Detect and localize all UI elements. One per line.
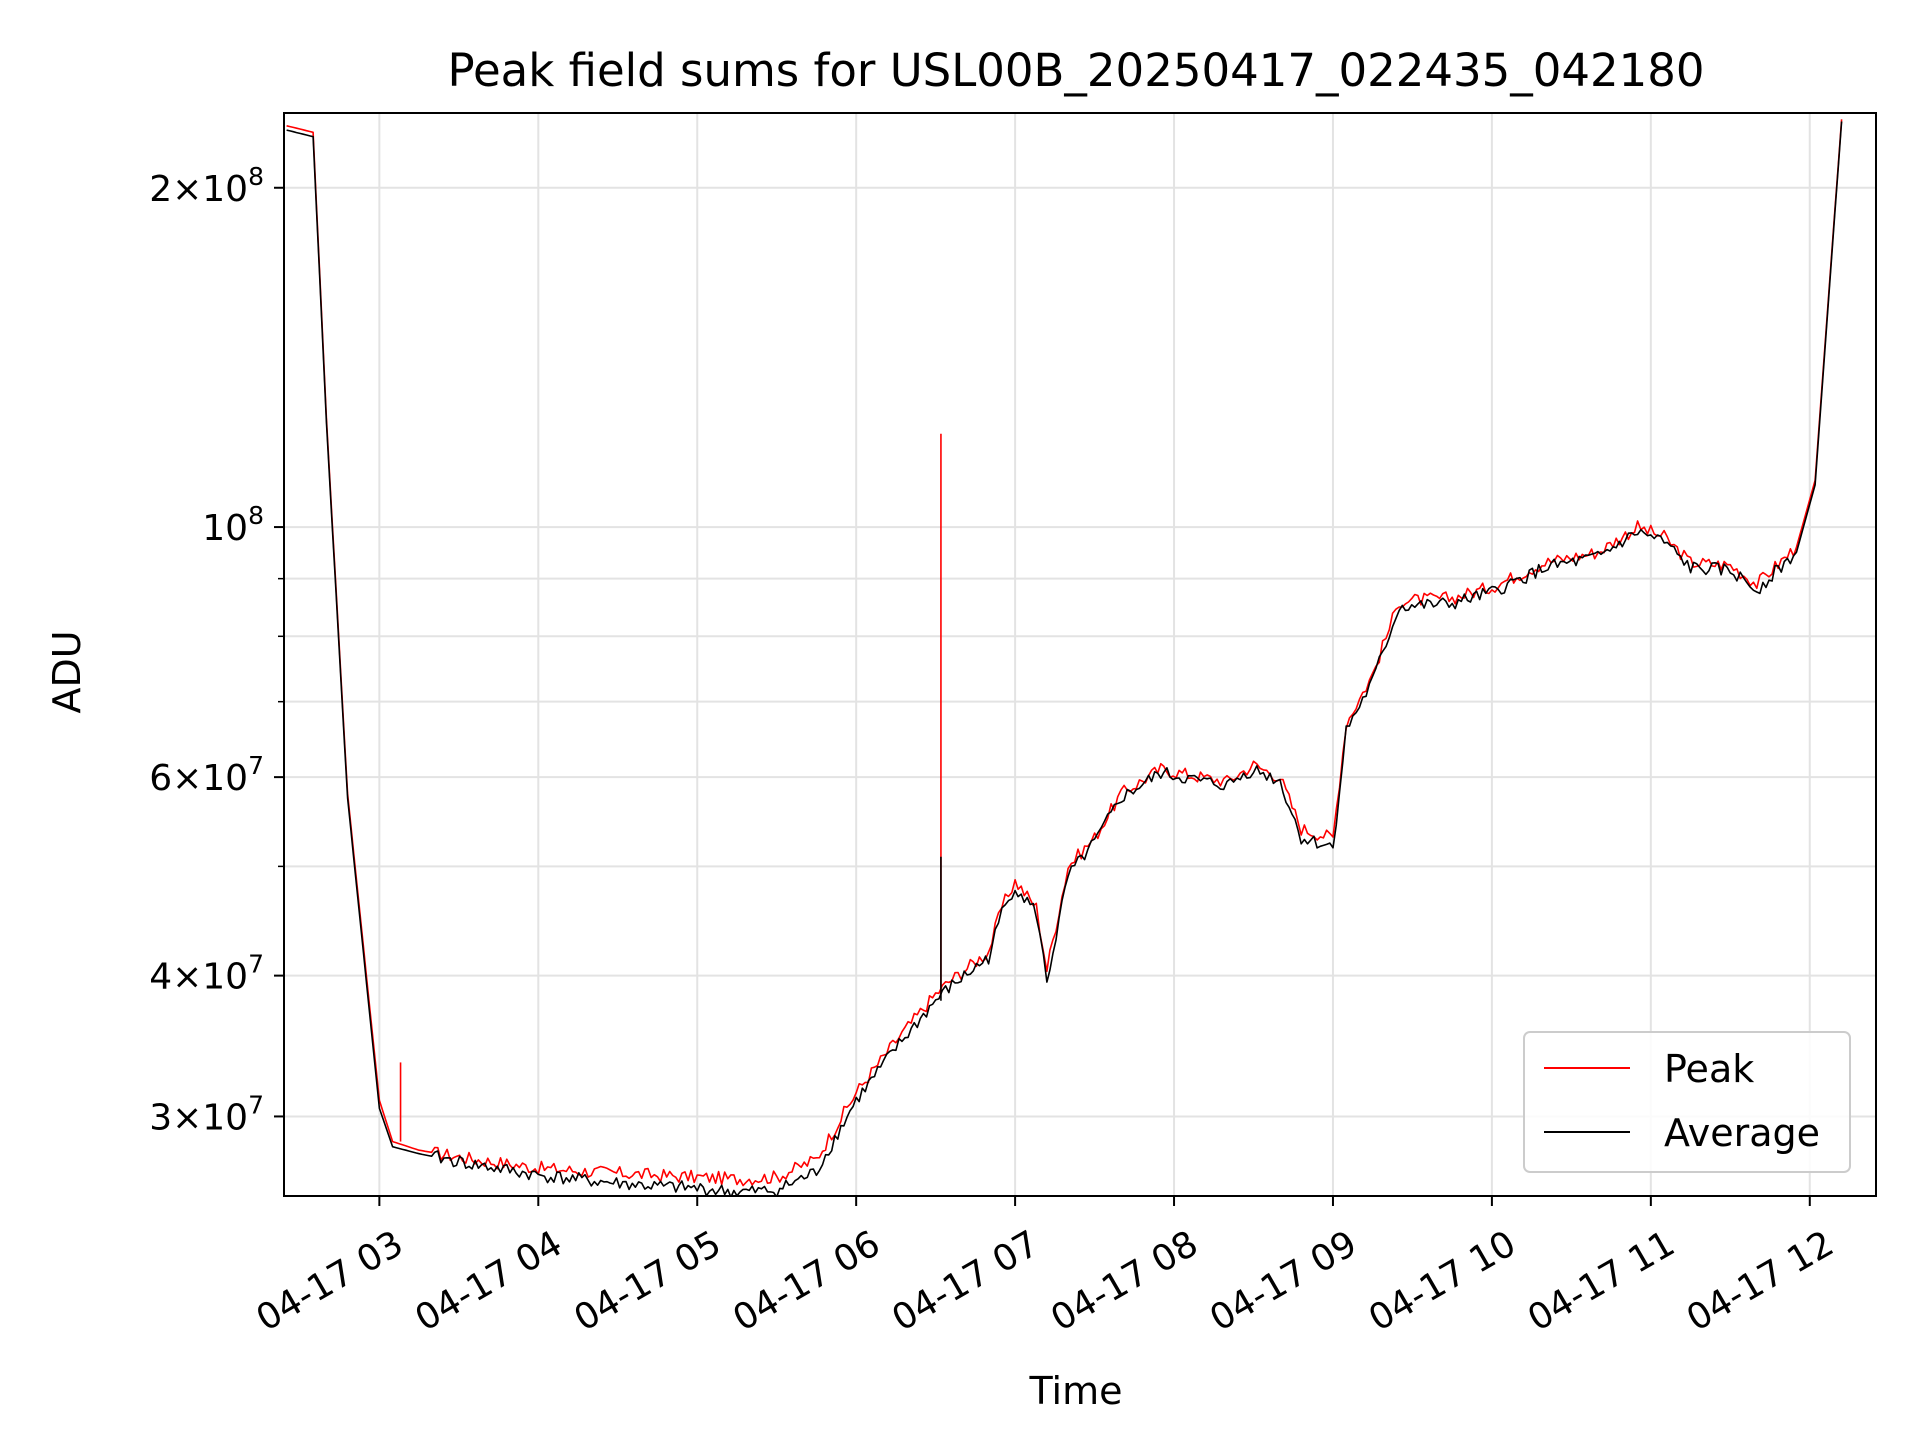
y-tick-label-base: 6×10 [149, 758, 248, 799]
y-tick-label: 3×107 [149, 1090, 264, 1138]
y-tick-label: 6×107 [149, 751, 264, 799]
y-tick-label: 4×107 [149, 950, 264, 998]
y-tick-label-base: 4×10 [149, 957, 248, 998]
y-tick-label-base: 2×10 [149, 169, 248, 210]
y-tick-label: 108 [202, 501, 264, 549]
y-tick-label-base: 3×10 [149, 1097, 248, 1138]
plot-frame [283, 112, 1877, 1197]
legend: Peak Average [1523, 1031, 1851, 1173]
y-tick-label: 2×108 [149, 162, 264, 210]
legend-label-average: Average [1664, 1111, 1820, 1155]
y-tick-label-base: 10 [202, 508, 248, 549]
series-line-average [286, 121, 1843, 1196]
series-layer [286, 119, 1843, 1196]
y-tick-label-exponent: 7 [248, 1090, 264, 1119]
y-tick-label-exponent: 7 [248, 751, 264, 780]
y-tick-label-exponent: 7 [248, 950, 264, 979]
series-group [286, 119, 1843, 1196]
legend-label-peak: Peak [1664, 1047, 1754, 1091]
y-axis-label: ADU [45, 630, 89, 713]
grid-layer [284, 113, 1876, 1196]
y-tick-label-exponent: 8 [248, 162, 264, 191]
x-axis-label: Time [1029, 1369, 1123, 1413]
y-tick-label-exponent: 8 [248, 501, 264, 530]
chart-title: Peak field sums for USL00B_20250417_0224… [447, 44, 1704, 97]
